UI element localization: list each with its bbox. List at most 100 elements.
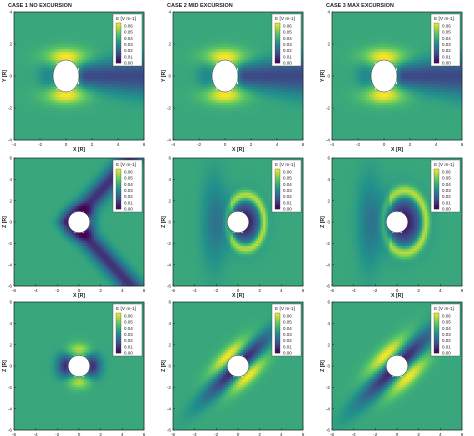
heatmap-cell [173,113,176,117]
heatmap-cell [248,49,251,53]
heatmap-cell [131,70,135,74]
heatmap-cell [190,97,194,101]
heatmap-cell [258,116,261,120]
heatmap-cell [268,25,271,29]
heatmap-cell [31,97,35,101]
heatmap-cell [74,121,77,125]
heatmap-cell [175,92,179,96]
heatmap-cell [198,124,201,128]
heatmap-cell [180,121,184,125]
heatmap-cell [61,121,65,125]
heatmap-cell [131,134,135,138]
heatmap-cell [195,60,199,64]
heatmap-cell [104,70,107,74]
heatmap-cell [16,46,20,50]
heatmap-cell [89,54,92,58]
heatmap-cell [193,102,196,106]
heatmap-cell [81,62,85,66]
heatmap-cell [414,12,418,16]
heatmap-cell [46,33,50,37]
heatmap-cell [278,129,281,133]
heatmap-cell [89,25,92,29]
heatmap-cell [24,30,27,34]
heatmap-cell [280,73,284,77]
case-label-1: CASE 1 NO EXCURSION [8,3,72,9]
heatmap-cell [76,41,80,45]
heatmap-cell [260,81,264,85]
heatmap-cell [36,105,40,109]
heatmap-cell [268,38,271,42]
heatmap-cell [185,46,189,50]
heatmap-cell [213,49,216,53]
heatmap-cell [19,134,22,138]
heatmap-cell [178,81,181,85]
heatmap-cell [24,14,27,18]
heatmap-cell [233,41,236,45]
heatmap-cell [243,30,246,34]
heatmap-cell [81,12,85,16]
heatmap-cell [180,118,184,122]
heatmap-cell [210,86,214,90]
heatmap-cell [173,78,176,82]
heatmap-cell [188,116,191,120]
heatmap-cell [283,92,286,96]
heatmap-cell [215,22,219,26]
heatmap-cell [16,17,20,21]
heatmap-cell [283,89,286,93]
heatmap-cell [106,73,110,77]
heatmap-cell [285,124,289,128]
heatmap-cell [79,84,82,88]
heatmap-cell [136,110,140,114]
heatmap-cell [34,134,37,138]
heatmap-cell [265,44,269,48]
heatmap-cell [16,118,20,122]
heatmap-cell [208,118,211,122]
heatmap-cell [188,94,191,98]
heatmap-cell [56,25,60,29]
heatmap-cell [210,22,214,26]
heatmap-cell [275,124,279,128]
heatmap-cell [34,68,37,72]
heatmap-cell [44,76,47,80]
heatmap-cell [39,73,42,77]
heatmap-cell [44,25,47,29]
heatmap-cell [21,86,25,90]
heatmap-cell [34,49,37,53]
heatmap-cell [76,105,80,109]
heatmap-cell [91,132,95,136]
heatmap-cell [225,102,229,106]
heatmap-cell [273,118,276,122]
heatmap-cell [104,33,107,37]
heatmap-cell [26,105,30,109]
heatmap-cell [56,38,60,42]
heatmap-cell [295,86,299,90]
heatmap-cell [210,105,214,109]
heatmap-cell [300,102,304,106]
heatmap-cell [278,116,281,120]
heatmap-cell [36,36,40,40]
heatmap-cell [116,68,120,72]
heatmap-cell [109,102,112,106]
heatmap-cell [193,41,196,45]
heatmap-cell [200,68,204,72]
heatmap-cell [46,108,50,112]
heatmap-cell [56,14,60,18]
heatmap-cell [210,124,214,128]
heatmap-cell [36,33,40,37]
heatmap-cell [34,22,37,26]
heatmap-cell [81,102,85,106]
heatmap-cell [283,73,286,77]
heatmap-cell [175,65,179,69]
heatmap-cell [26,92,30,96]
heatmap-cell [225,118,229,122]
heatmap-cell [188,36,191,40]
heatmap-cell [173,116,176,120]
heatmap-cell [14,12,17,16]
heatmap-cell [255,25,259,29]
heatmap-cell [139,108,142,112]
heatmap-cell [114,129,117,133]
heatmap-cell [14,92,17,96]
heatmap-cell [290,132,294,136]
heatmap-cell [248,17,251,21]
heatmap-cell [44,86,47,90]
